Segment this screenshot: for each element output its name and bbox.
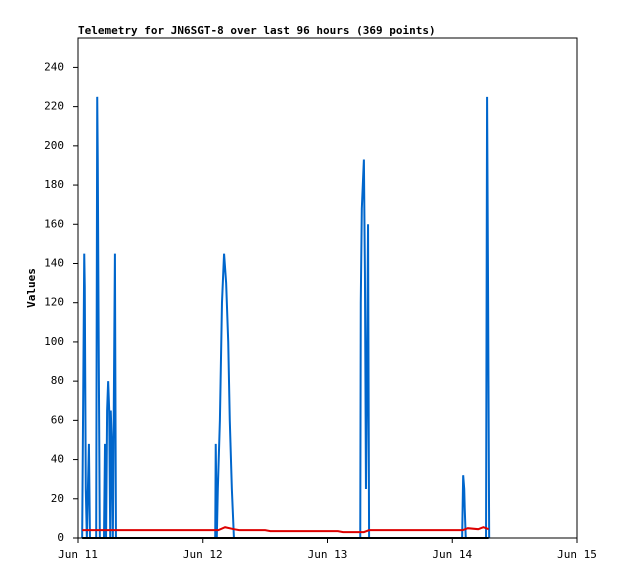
y-tick-label: 0 <box>57 531 64 544</box>
y-tick-label: 140 <box>44 256 64 269</box>
y-tick-label: 40 <box>51 453 64 466</box>
y-tick-label: 180 <box>44 178 64 191</box>
y-axis-label: Values <box>25 268 38 308</box>
y-tick-label: 100 <box>44 335 64 348</box>
x-tick-label: Jun 13 <box>308 548 348 561</box>
plot-frame <box>77 37 578 539</box>
x-tick-label: Jun 15 <box>557 548 597 561</box>
y-tick-label: 80 <box>51 374 64 387</box>
y-tick-label: 160 <box>44 217 64 230</box>
x-tick-label: Jun 12 <box>183 548 223 561</box>
x-tick-label: Jun 14 <box>432 548 472 561</box>
x-tick-label: Jun 11 <box>58 548 98 561</box>
y-tick-label: 60 <box>51 413 64 426</box>
y-tick-label: 20 <box>51 492 64 505</box>
y-tick-label: 220 <box>44 100 64 113</box>
chart-title: Telemetry for JN6SGT-8 over last 96 hour… <box>78 24 436 37</box>
series-line <box>82 526 489 534</box>
y-tick-label: 200 <box>44 139 64 152</box>
y-tick-label: 120 <box>44 296 64 309</box>
series-line <box>81 96 491 539</box>
y-tick-label: 240 <box>44 60 64 73</box>
